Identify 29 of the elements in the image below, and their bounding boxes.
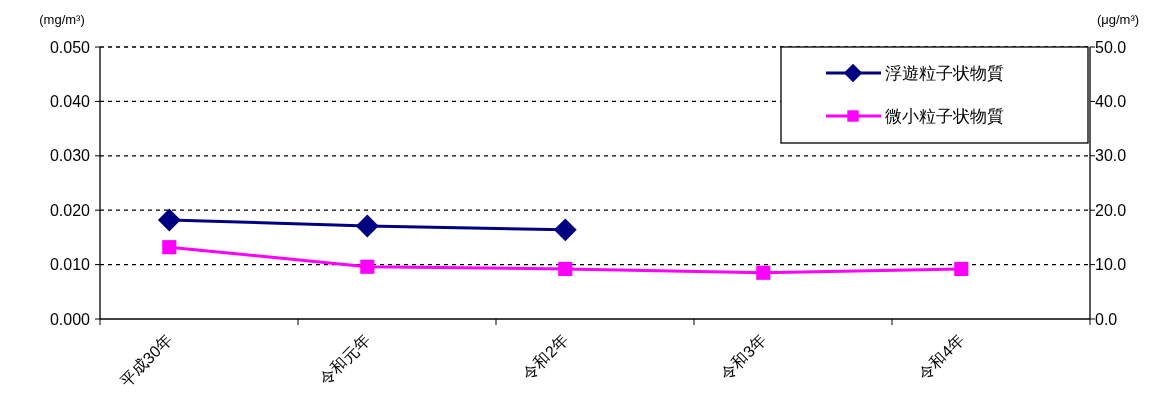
x-tick-label: 令和2年 — [519, 331, 572, 384]
point — [553, 218, 577, 242]
point — [756, 265, 771, 280]
legend-label: 浮遊粒子状物質 — [885, 63, 1004, 83]
x-tick-label: 令和3年 — [717, 331, 770, 384]
y-tick-label: 0.000 — [49, 310, 91, 328]
y-tick-label: 0.030 — [49, 147, 91, 165]
point — [355, 214, 379, 238]
y2-tick-label: 40.0 — [1095, 93, 1127, 110]
y-axis-title: (mg/m³) — [39, 12, 85, 27]
point — [954, 261, 969, 277]
point — [162, 240, 177, 255]
y-tick-label: 0.020 — [49, 201, 91, 219]
y2-tick-label: 50.0 — [1095, 38, 1127, 56]
y-tick-label: 0.010 — [49, 256, 91, 274]
point — [360, 259, 375, 274]
y2-tick-label: 30.0 — [1095, 147, 1127, 165]
legend-label: 微小粒子状物質 — [885, 106, 1004, 126]
y2-tick-label: 0.0 — [1095, 310, 1118, 328]
x-tick-label: 令和4年 — [915, 331, 968, 384]
x-tick-label: 平成30年 — [116, 331, 176, 390]
y2-tick-label: 10.0 — [1095, 256, 1127, 274]
y-tick-label: 0.040 — [49, 93, 91, 110]
point — [558, 261, 573, 277]
point — [157, 208, 181, 232]
x-tick-label: 令和元年 — [316, 331, 374, 389]
y-tick-label: 0.050 — [49, 38, 91, 56]
y2-axis-title: (μg/m³) — [1096, 12, 1140, 27]
y2-tick-label: 20.0 — [1095, 201, 1127, 219]
